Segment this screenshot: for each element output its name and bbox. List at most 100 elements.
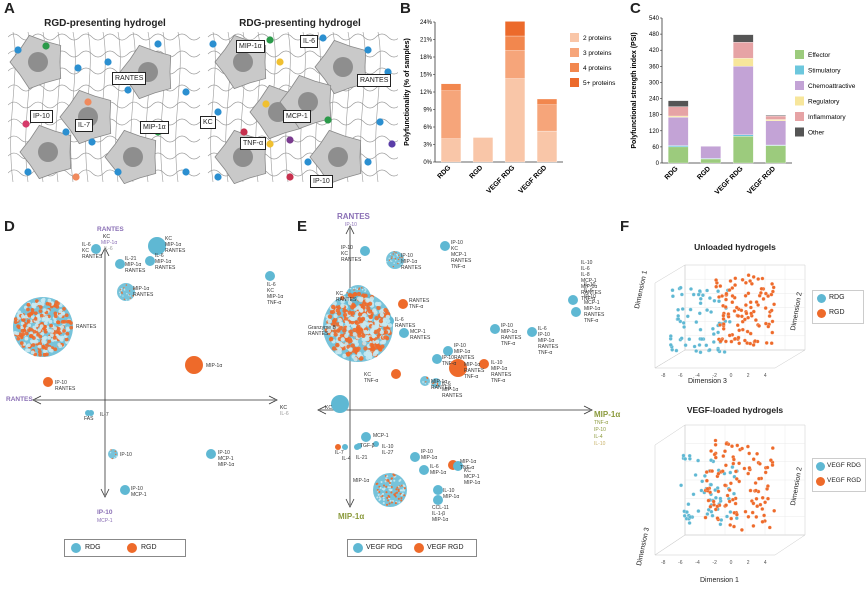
point-label: IP-10 KC RANTES	[341, 245, 362, 263]
x-tick-label: RDG	[664, 165, 680, 181]
bubble-speckle	[342, 312, 348, 318]
bubble-speckle	[397, 258, 400, 261]
point-label: KC MCP-1 MIP-1α	[464, 468, 481, 486]
f-point	[683, 343, 688, 348]
bubble-point	[440, 241, 450, 251]
bubble-speckle	[352, 327, 357, 333]
bubble-speckle	[339, 342, 345, 348]
panel-letter-b: B	[400, 0, 411, 17]
bubble-speckle	[335, 322, 341, 327]
bubble-point	[410, 452, 420, 462]
f2-legend-rgd: VEGF RGD	[827, 477, 861, 484]
bubble-point	[386, 251, 404, 269]
bubble-speckle	[34, 311, 38, 316]
f-point	[683, 457, 688, 461]
bubble-speckle	[388, 502, 391, 505]
d-legend-rgd: RGD	[141, 544, 157, 551]
e-axis-right-sub2: IP-10	[594, 427, 606, 433]
f-point	[763, 321, 768, 326]
f-point	[685, 314, 690, 319]
f-point	[716, 289, 720, 294]
bubble-speckle	[32, 336, 36, 340]
f-point	[671, 294, 675, 299]
f-point	[709, 310, 713, 314]
bubble-point	[335, 444, 341, 450]
legend-label: 5+ proteins	[583, 80, 616, 87]
bubble-speckle	[59, 338, 64, 342]
f-point	[734, 512, 739, 517]
bubble-speckle	[401, 492, 404, 495]
f-point	[751, 343, 756, 347]
f-point	[748, 331, 753, 336]
bubble-speckle	[367, 309, 373, 314]
cytokine-dot	[276, 58, 284, 66]
f-point	[726, 312, 731, 316]
bubble-speckle	[391, 256, 393, 258]
f-point	[718, 322, 722, 327]
f-point	[762, 513, 767, 518]
bubble-speckle	[26, 307, 30, 312]
y-tick-label: 420	[649, 48, 660, 54]
bubble-speckle	[378, 318, 384, 324]
bubble-speckle	[348, 347, 353, 352]
d-legend: RDG RGD	[64, 539, 186, 557]
f-point	[768, 458, 773, 463]
bubble-speckle	[352, 332, 358, 337]
label-mip1a-right: MIP-1α	[236, 40, 265, 53]
f-point	[717, 299, 721, 304]
f-point	[711, 340, 716, 344]
f-point	[753, 481, 758, 485]
bubble-speckle	[30, 350, 35, 355]
f-point	[766, 324, 771, 329]
label-tnfa-right: TNF-α	[240, 137, 266, 150]
bar-segment	[504, 78, 526, 163]
bubble-speckle	[129, 298, 131, 301]
f-point	[733, 283, 737, 287]
bubble-speckle	[127, 294, 130, 296]
f-point	[728, 279, 733, 283]
f-point	[698, 327, 703, 332]
bubble-speckle	[34, 339, 39, 344]
bar-segment	[700, 146, 721, 159]
bubble-point	[433, 485, 443, 495]
f-point	[730, 294, 735, 298]
bubble-speckle	[400, 499, 403, 502]
bubble-speckle	[395, 488, 398, 491]
bubble-speckle	[365, 298, 370, 303]
point-label: IL-6 KC RANTES	[82, 242, 103, 260]
f-point	[737, 479, 742, 484]
bar-segment	[765, 120, 786, 146]
f-point	[771, 285, 776, 290]
f-point	[724, 503, 728, 508]
f-point	[742, 338, 747, 343]
bubble-speckle	[29, 339, 34, 344]
f2-legend-rdg: VEGF RDG	[827, 462, 861, 469]
bubble-speckle	[356, 291, 362, 297]
bubble-speckle	[385, 485, 388, 488]
bubble-speckle	[350, 343, 355, 348]
bubble-point	[432, 354, 442, 364]
f-tick: 2	[747, 560, 750, 566]
point-label: IL-6 MIP-1α RANTES	[155, 253, 176, 271]
bubble-speckle	[394, 502, 397, 505]
bubble-speckle	[33, 317, 38, 321]
f-point	[728, 523, 733, 527]
bubble-point	[265, 271, 275, 281]
f-point	[724, 297, 728, 302]
f-point	[698, 350, 703, 355]
f-point	[743, 293, 748, 298]
point-label: IL-21	[356, 455, 368, 461]
bubble-speckle	[326, 328, 332, 334]
chart-f1-3d-scatter: -8 -6 -4 -2 0 2 4	[654, 264, 806, 379]
f-point	[709, 449, 713, 453]
bubble-point	[88, 410, 94, 416]
bubble-speckle	[399, 489, 402, 492]
f-point	[680, 307, 685, 311]
bubble-speckle	[33, 332, 37, 337]
bubble-speckle	[347, 300, 353, 306]
bubble-speckle	[53, 347, 58, 352]
y-tick-label: 6%	[423, 125, 432, 131]
y-tick-label: 21%	[420, 38, 433, 44]
bubble-speckle	[327, 314, 333, 319]
bubble-speckle	[379, 312, 385, 318]
